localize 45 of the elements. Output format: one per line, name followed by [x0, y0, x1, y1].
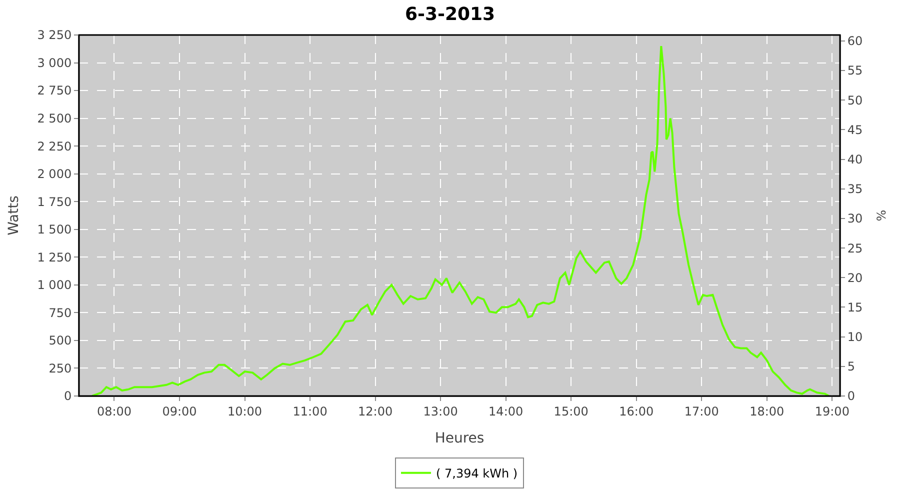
line-series — [91, 45, 830, 396]
legend-label: ( 7,394 kWh ) — [436, 466, 518, 481]
y-tick-label: 2 750 — [37, 84, 72, 98]
y-tick-label: 1 750 — [37, 194, 72, 209]
y2-tick-label: 30 — [847, 212, 863, 226]
y-tick-label: 1 250 — [37, 250, 72, 264]
x-tick-label: 13:00 — [423, 404, 458, 418]
y-tick-label: 2 500 — [37, 112, 72, 126]
y-tick-label: 750 — [48, 306, 72, 320]
y-axis-title: Watts — [6, 196, 22, 236]
y2-tick-label: 55 — [847, 64, 863, 78]
x-tick-label: 08:00 — [96, 404, 132, 418]
x-tick-label: 09:00 — [162, 404, 197, 418]
y2-tick-label: 45 — [847, 122, 863, 137]
y-tick-label: 3 000 — [37, 56, 72, 70]
y2-tick-label: 25 — [847, 241, 863, 256]
y2-tick-label: 10 — [847, 330, 863, 344]
x-axis-title: Heures — [434, 430, 484, 447]
x-tick-label: 16:00 — [619, 404, 654, 418]
y2-tick-label: 50 — [847, 93, 863, 108]
x-tick-label: 12:00 — [358, 404, 393, 418]
x-tick-label: 11:00 — [292, 404, 328, 418]
x-tick-label: 14:00 — [488, 404, 524, 418]
y-tick-label: 1 000 — [37, 278, 72, 292]
x-tick-label: 19:00 — [814, 404, 850, 418]
y2-tick-label: 35 — [847, 182, 863, 196]
x-tick-label: 15:00 — [554, 404, 588, 418]
y2-tick-label: 0 — [847, 389, 856, 404]
y2-axis-title: % — [874, 210, 889, 222]
y-tick-label: 2 000 — [37, 167, 72, 182]
y-tick-label: 1 500 — [37, 222, 72, 237]
chart-title: 6-3-2013 — [404, 4, 496, 26]
y-tick-label: 250 — [48, 361, 72, 376]
y2-tick-label: 20 — [847, 270, 863, 285]
y-tick-label: 2 250 — [37, 139, 72, 154]
x-tick-label: 10:00 — [227, 404, 262, 418]
y-tick-label: 0 — [64, 389, 72, 404]
y-tick-label: 500 — [48, 334, 72, 348]
y2-tick-label: 60 — [847, 34, 863, 48]
y2-tick-label: 40 — [847, 152, 863, 166]
x-tick-label: 18:00 — [750, 404, 784, 418]
y2-tick-label: 15 — [847, 300, 863, 314]
y-tick-label: 3 250 — [37, 28, 72, 42]
x-tick-label: 17:00 — [684, 404, 719, 418]
y2-tick-label: 5 — [847, 360, 856, 374]
